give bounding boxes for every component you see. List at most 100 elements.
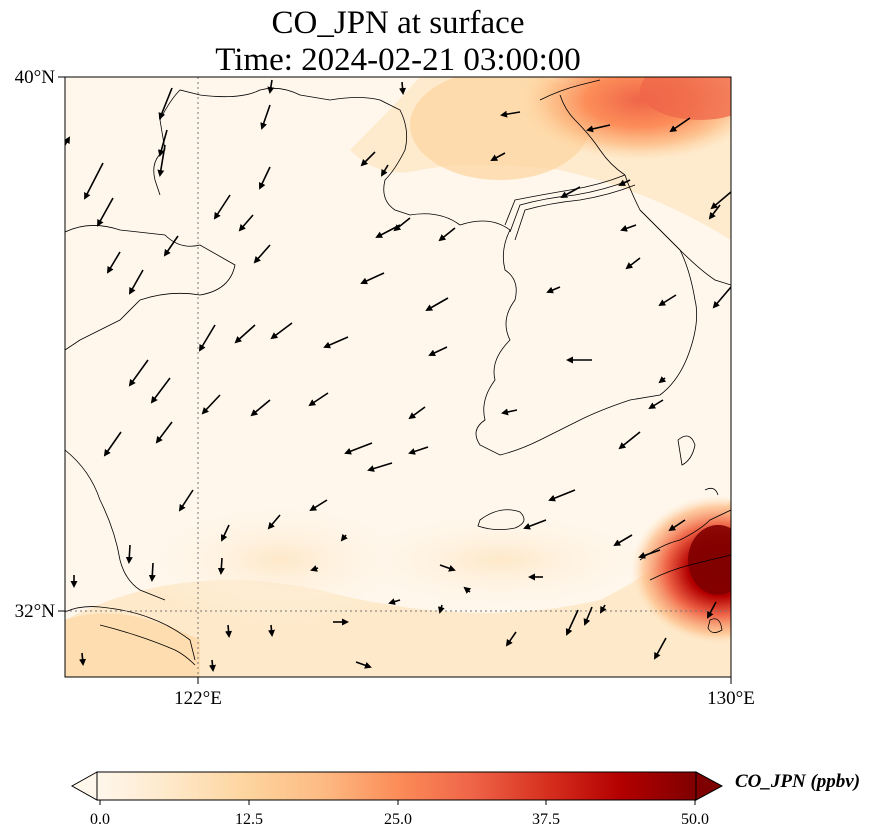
- wind-arrow: [103, 431, 122, 457]
- wind-arrow: [267, 79, 275, 94]
- colorbar-tick: 25.0: [384, 811, 412, 828]
- wind-arrow: [708, 204, 721, 220]
- wind-arrow: [309, 499, 328, 512]
- colorbar-tick: 12.5: [235, 811, 263, 828]
- wind-arrow: [84, 162, 104, 200]
- wind-arrow: [158, 87, 173, 120]
- wind-arrow: [234, 324, 256, 344]
- colorbar-tick: 50.0: [681, 811, 709, 828]
- wind-arrow: [260, 104, 271, 130]
- wind-arrow: [201, 394, 221, 415]
- wind-arrow: [375, 224, 401, 238]
- wind-arrow: [209, 659, 216, 672]
- wind-arrow: [620, 224, 637, 232]
- wind-arrow: [428, 346, 448, 357]
- y-tick-32n: 32°N: [15, 601, 56, 622]
- wind-arrow: [213, 194, 231, 220]
- colorbar-tick: 37.5: [532, 811, 560, 828]
- wind-arrow: [463, 586, 472, 594]
- wind-arrow: [220, 524, 230, 542]
- wind-arrow: [178, 489, 194, 512]
- wind-arrow: [505, 631, 517, 647]
- wind-arrow: [268, 624, 275, 637]
- wind-vectors: [65, 79, 731, 672]
- wind-arrow: [258, 166, 271, 190]
- wind-arrow: [79, 652, 87, 666]
- wind-arrow: [408, 446, 429, 455]
- colorbar-extend-max: [695, 771, 724, 801]
- colorbar: 0.0 12.5 25.0 37.5 50.0 CO_JPN (ppbv): [70, 771, 860, 828]
- wind-arrow: [408, 406, 426, 420]
- wind-arrow: [198, 324, 216, 352]
- wind-arrow: [217, 557, 225, 575]
- wind-arrow: [97, 197, 114, 227]
- wind-arrow: [707, 601, 717, 619]
- wind-arrow: [501, 408, 518, 416]
- wind-arrow: [155, 421, 173, 444]
- wind-arrow: [560, 186, 581, 198]
- colorbar-extend-min: [70, 771, 98, 801]
- wind-arrow: [360, 151, 376, 167]
- y-tick-40n: 40°N: [15, 67, 56, 88]
- wind-arrow: [648, 399, 664, 410]
- wind-arrow: [157, 129, 168, 157]
- wind-arrow: [163, 235, 179, 257]
- wind-arrow: [658, 376, 667, 384]
- wind-arrow: [340, 533, 348, 542]
- wind-arrow: [393, 217, 411, 232]
- wind-arrow: [658, 294, 677, 307]
- wind-arrow: [546, 286, 561, 294]
- wind-arrow: [65, 136, 70, 146]
- wind-arrow: [344, 442, 373, 455]
- wind-arrow: [438, 604, 445, 614]
- wind-arrow: [150, 377, 171, 404]
- wind-arrow: [438, 227, 456, 242]
- wind-arrow: [323, 336, 349, 349]
- wind-arrow: [583, 606, 593, 626]
- title-line-2: Time: 2024-02-21 03:00:00: [215, 42, 580, 78]
- wind-arrow: [267, 514, 281, 530]
- wind-arrow: [600, 604, 607, 614]
- wind-arrow: [399, 81, 407, 95]
- wind-arrow: [523, 519, 547, 530]
- wind-arrow: [548, 489, 576, 502]
- colorbar-gradient: [96, 771, 697, 801]
- wind-arrow: [490, 152, 506, 161]
- wind-arrow: [618, 179, 631, 186]
- wind-arrow: [270, 322, 293, 340]
- wind-arrow: [613, 534, 633, 547]
- wind-arrow: [618, 431, 641, 450]
- wind-arrow: [668, 519, 686, 532]
- wind-arrow: [500, 110, 521, 118]
- wind-arrow: [388, 598, 401, 605]
- colorbar-label: CO_JPN (ppbv): [735, 771, 860, 792]
- x-tick-122e: 122°E: [174, 688, 222, 709]
- title-line-1: CO_JPN at surface: [272, 5, 525, 41]
- coastlines: [65, 79, 731, 666]
- wind-arrow: [355, 661, 372, 669]
- x-tick-130e: 130°E: [707, 688, 755, 709]
- wind-arrow: [380, 164, 389, 177]
- axis-ticks: [58, 76, 732, 684]
- wind-arrow: [129, 269, 144, 295]
- wind-arrow: [425, 297, 449, 311]
- wind-arrow: [654, 637, 667, 660]
- wind-arrow: [565, 609, 579, 636]
- wind-arrow: [710, 191, 731, 210]
- map-panel: [65, 77, 731, 677]
- wind-arrow: [148, 562, 156, 582]
- gridlines: [65, 77, 731, 677]
- wind-arrow: [360, 272, 385, 285]
- wind-arrow: [638, 549, 661, 559]
- wind-arrow: [238, 214, 254, 232]
- wind-arrow: [586, 124, 611, 133]
- wind-arrow: [253, 244, 271, 264]
- wind-arrow: [712, 286, 731, 309]
- wind-arrow: [125, 544, 133, 564]
- wind-arrow: [669, 117, 691, 133]
- wind-arrow: [308, 392, 329, 407]
- wind-arrow: [625, 257, 641, 270]
- colorbar-tick: 0.0: [90, 811, 110, 828]
- wind-arrow: [367, 462, 393, 472]
